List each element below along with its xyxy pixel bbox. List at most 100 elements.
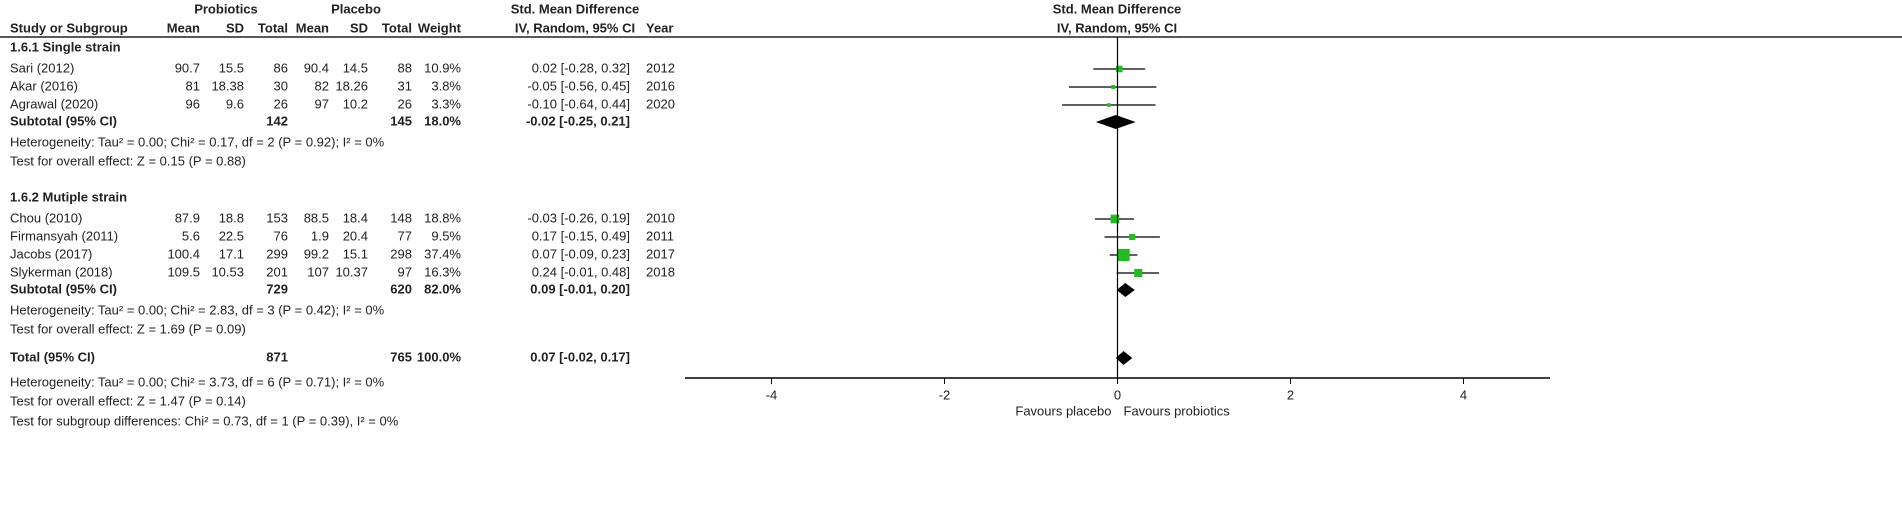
ci-label: 0.07 [-0.02, 0.17] [530,349,630,364]
table-cell: 107 [307,264,329,279]
table-cell: 3.8% [431,78,461,93]
x-tick-label: 2 [1287,387,1294,402]
ci-label: 0.09 [-0.01, 0.20] [530,281,630,296]
effect-square [1117,248,1130,262]
column-header: Year [646,20,673,35]
study-name: Akar (2016) [10,78,78,93]
table-cell: 10.9% [424,60,461,75]
column-header: SD [350,20,368,35]
table-cell: 26 [398,96,412,111]
table-cell: 201 [266,264,288,279]
table-cell: 37.4% [424,246,461,261]
effect-square [1129,233,1136,241]
effect-square [1107,103,1111,107]
overall-effect: Test for overall effect: Z = 1.47 (P = 0… [10,393,246,408]
heterogeneity: Heterogeneity: Tau² = 0.00; Chi² = 0.17,… [10,134,385,149]
table-cell: 10.37 [335,264,368,279]
subgroup-title: 1.6.1 Single strain [10,39,121,54]
ci-label: 0.02 [-0.28, 0.32] [532,60,630,75]
table-cell: 86 [274,60,288,75]
table-cell: 81 [186,78,200,93]
table-cell: 729 [266,281,288,296]
x-tick-label: -4 [766,387,778,402]
table-cell: 3.3% [431,96,461,111]
table-cell: 2010 [646,210,675,225]
subtotal-label: Subtotal (95% CI) [10,113,117,128]
table-cell: 14.5 [343,60,368,75]
column-header: Weight [418,20,462,35]
table-cell: 2011 [646,228,674,243]
group2-header: Placebo [331,1,381,16]
table-cell: 82.0% [424,281,461,296]
table-cell: 20.4 [343,228,368,243]
ci-label: -0.03 [-0.26, 0.19] [527,210,630,225]
effect-square [1115,65,1123,73]
ci-label: -0.10 [-0.64, 0.44] [527,96,630,111]
column-header: Total [382,20,412,35]
table-cell: 76 [274,228,288,243]
table-cell: 5.6 [182,228,200,243]
table-cell: 97 [398,264,412,279]
table-cell: 145 [390,113,412,128]
plot-title: Std. Mean Difference [1053,1,1182,16]
table-cell: 88 [398,60,412,75]
table-cell: 2017 [646,246,675,261]
table-cell: 10.53 [211,264,244,279]
total-label: Total (95% CI) [10,349,95,364]
heterogeneity: Heterogeneity: Tau² = 0.00; Chi² = 2.83,… [10,302,385,317]
heterogeneity: Heterogeneity: Tau² = 0.00; Chi² = 3.73,… [10,374,385,389]
table-cell: 299 [266,246,288,261]
effect-square [1110,214,1120,224]
table-cell: 18.8 [219,210,244,225]
x-tick-label: 0 [1114,387,1121,402]
table-cell: 96 [186,96,200,111]
effect-header: Std. Mean Difference [511,1,640,16]
table-cell: 9.5% [431,228,461,243]
table-cell: 18.8% [424,210,461,225]
table-cell: 97 [315,96,329,111]
table-cell: 153 [266,210,288,225]
table-cell: 18.0% [424,113,461,128]
ci-label: -0.05 [-0.56, 0.45] [527,78,630,93]
table-cell: 18.38 [211,78,244,93]
table-cell: 15.5 [219,60,244,75]
column-header: Mean [296,20,329,35]
effect-square [1134,268,1143,278]
table-cell: 2012 [646,60,675,75]
table-cell: 99.2 [304,246,329,261]
table-cell: 100.4 [167,246,200,261]
study-name: Chou (2010) [10,210,82,225]
subgroup-differences: Test for subgroup differences: Chi² = 0.… [10,413,399,428]
table-cell: 15.1 [343,246,368,261]
table-cell: 2018 [646,264,675,279]
ci-label: 0.24 [-0.01, 0.48] [532,264,630,279]
study-name: Sari (2012) [10,60,74,75]
table-cell: 90.7 [175,60,200,75]
study-name: Slykerman (2018) [10,264,113,279]
study-name: Jacobs (2017) [10,246,92,261]
column-header: Mean [167,20,200,35]
table-cell: 2016 [646,78,675,93]
x-label-left: Favours placebo [1015,403,1111,418]
table-cell: 30 [274,78,288,93]
ci-label: 0.17 [-0.15, 0.49] [532,228,630,243]
table-cell: 765 [390,349,412,364]
table-cell: 620 [390,281,412,296]
study-name: Firmansyah (2011) [10,228,118,243]
ci-label: -0.02 [-0.25, 0.21] [526,113,630,128]
summary-diamond [1095,115,1136,129]
x-tick-label: -2 [939,387,951,402]
column-header: Total [258,20,288,35]
x-label-right: Favours probiotics [1124,403,1231,418]
plot-subtitle: IV, Random, 95% CI [1057,20,1177,35]
table-cell: 26 [274,96,288,111]
table-cell: 1.9 [311,228,329,243]
table-cell: 17.1 [219,246,244,261]
subgroup-title: 1.6.2 Mutiple strain [10,189,127,204]
group1-header: Probiotics [194,1,258,16]
ci-label: 0.07 [-0.09, 0.23] [532,246,630,261]
table-cell: 109.5 [167,264,200,279]
table-cell: 16.3% [424,264,461,279]
